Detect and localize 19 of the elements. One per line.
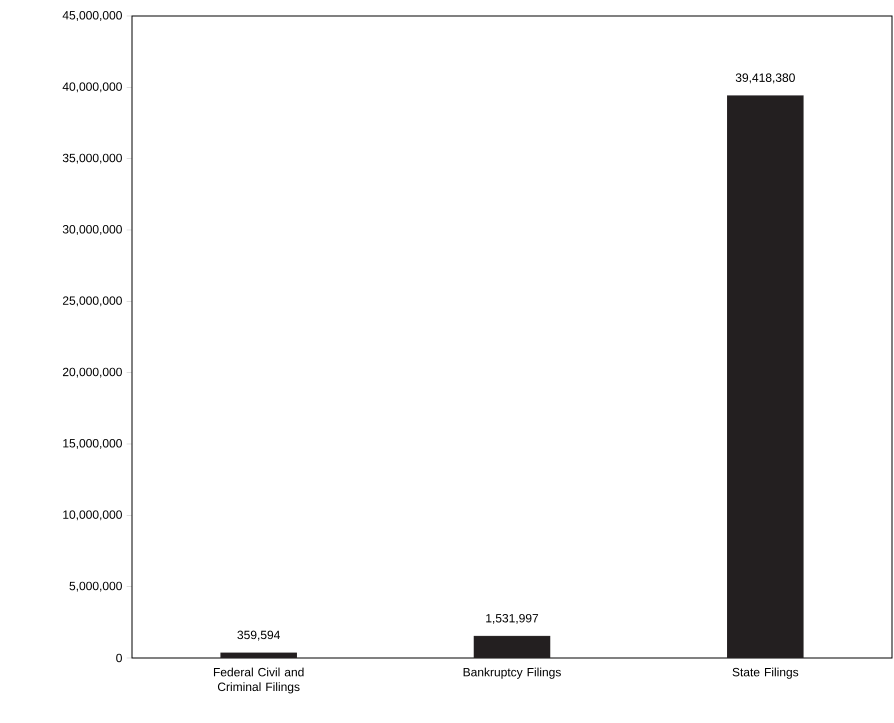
- x-tick-label: Federal Civil and Criminal Filings: [214, 668, 304, 694]
- y-tick-label: 45,000,000: [62, 11, 122, 21]
- bar: [474, 636, 550, 658]
- data-label: 39,418,380: [736, 73, 795, 84]
- y-tick-label: 30,000,000: [62, 225, 122, 235]
- y-tick-label: 20,000,000: [62, 368, 122, 378]
- data-label: 359,594: [237, 630, 280, 641]
- x-tick-label: State Filings: [732, 668, 798, 679]
- y-tick-label: 5,000,000: [70, 582, 122, 592]
- y-tick-label: 15,000,000: [63, 439, 122, 449]
- x-tick-label: Bankruptcy Filings: [464, 668, 561, 679]
- y-tick-label: 10,000,000: [63, 510, 122, 520]
- y-tick-label: 40,000,000: [62, 82, 122, 92]
- y-tick-label: 0: [116, 654, 122, 662]
- bar: [727, 95, 804, 658]
- y-tick-label: 25,000,000: [62, 296, 122, 306]
- data-label: 1,531,997: [486, 614, 538, 624]
- bar: [220, 652, 297, 658]
- y-tick-label: 35,000,000: [62, 154, 122, 164]
